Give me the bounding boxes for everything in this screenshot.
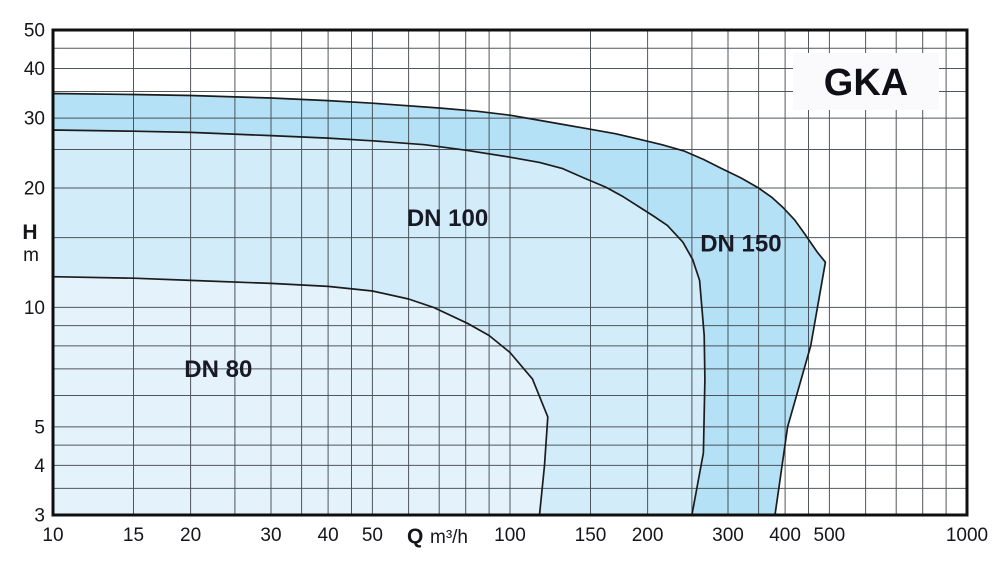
- x-tick-label: 20: [180, 525, 201, 546]
- region-dn-80-outline: [52, 275, 549, 516]
- y-tick-label: 5: [34, 417, 45, 438]
- chart-title-box: [793, 53, 939, 110]
- y-axis-unit: m: [23, 245, 39, 266]
- x-tick-label: 400: [769, 525, 801, 546]
- x-tick-label: 150: [575, 525, 607, 546]
- y-tick-label: 50: [24, 21, 45, 42]
- x-tick-label: 10: [42, 525, 63, 546]
- x-tick-label: 50: [362, 525, 383, 546]
- region-dn-150-outline: [52, 92, 827, 516]
- plot-border: [51, 28, 969, 517]
- x-tick-label: 500: [814, 525, 846, 546]
- x-tick-label: 300: [712, 525, 744, 546]
- x-tick-label: 30: [260, 525, 281, 546]
- dn-100-label: DN 100: [407, 205, 488, 232]
- y-tick-label: 10: [24, 298, 45, 319]
- grid: [52, 29, 968, 516]
- x-axis-tick-labels: 10 15 20 30 40 50 100 150 200 300 400 500 1000: [42, 525, 988, 546]
- y-axis-tick-labels: 50 40 30 20 10 5 4 3: [24, 21, 46, 527]
- chart-title: GKA: [824, 62, 908, 104]
- y-tick-label: 4: [34, 456, 45, 477]
- x-tick-label: 1000: [946, 525, 988, 546]
- x-tick-label: 40: [318, 525, 339, 546]
- x-axis-symbol: Q: [407, 525, 423, 548]
- y-axis-symbol: H: [22, 221, 37, 244]
- region-outlines: [52, 92, 827, 516]
- region-dn-100-outline: [52, 129, 706, 516]
- x-tick-label: 15: [123, 525, 144, 546]
- y-tick-label: 3: [34, 506, 45, 527]
- x-tick-label: 100: [494, 525, 526, 546]
- dn-80-label: DN 80: [184, 356, 252, 383]
- y-tick-label: 30: [24, 109, 45, 130]
- x-tick-label: 200: [632, 525, 664, 546]
- x-axis-unit: m³/h: [430, 527, 468, 548]
- dn-150-label: DN 150: [700, 230, 781, 257]
- y-tick-label: 20: [24, 179, 45, 200]
- y-tick-label: 40: [24, 59, 45, 80]
